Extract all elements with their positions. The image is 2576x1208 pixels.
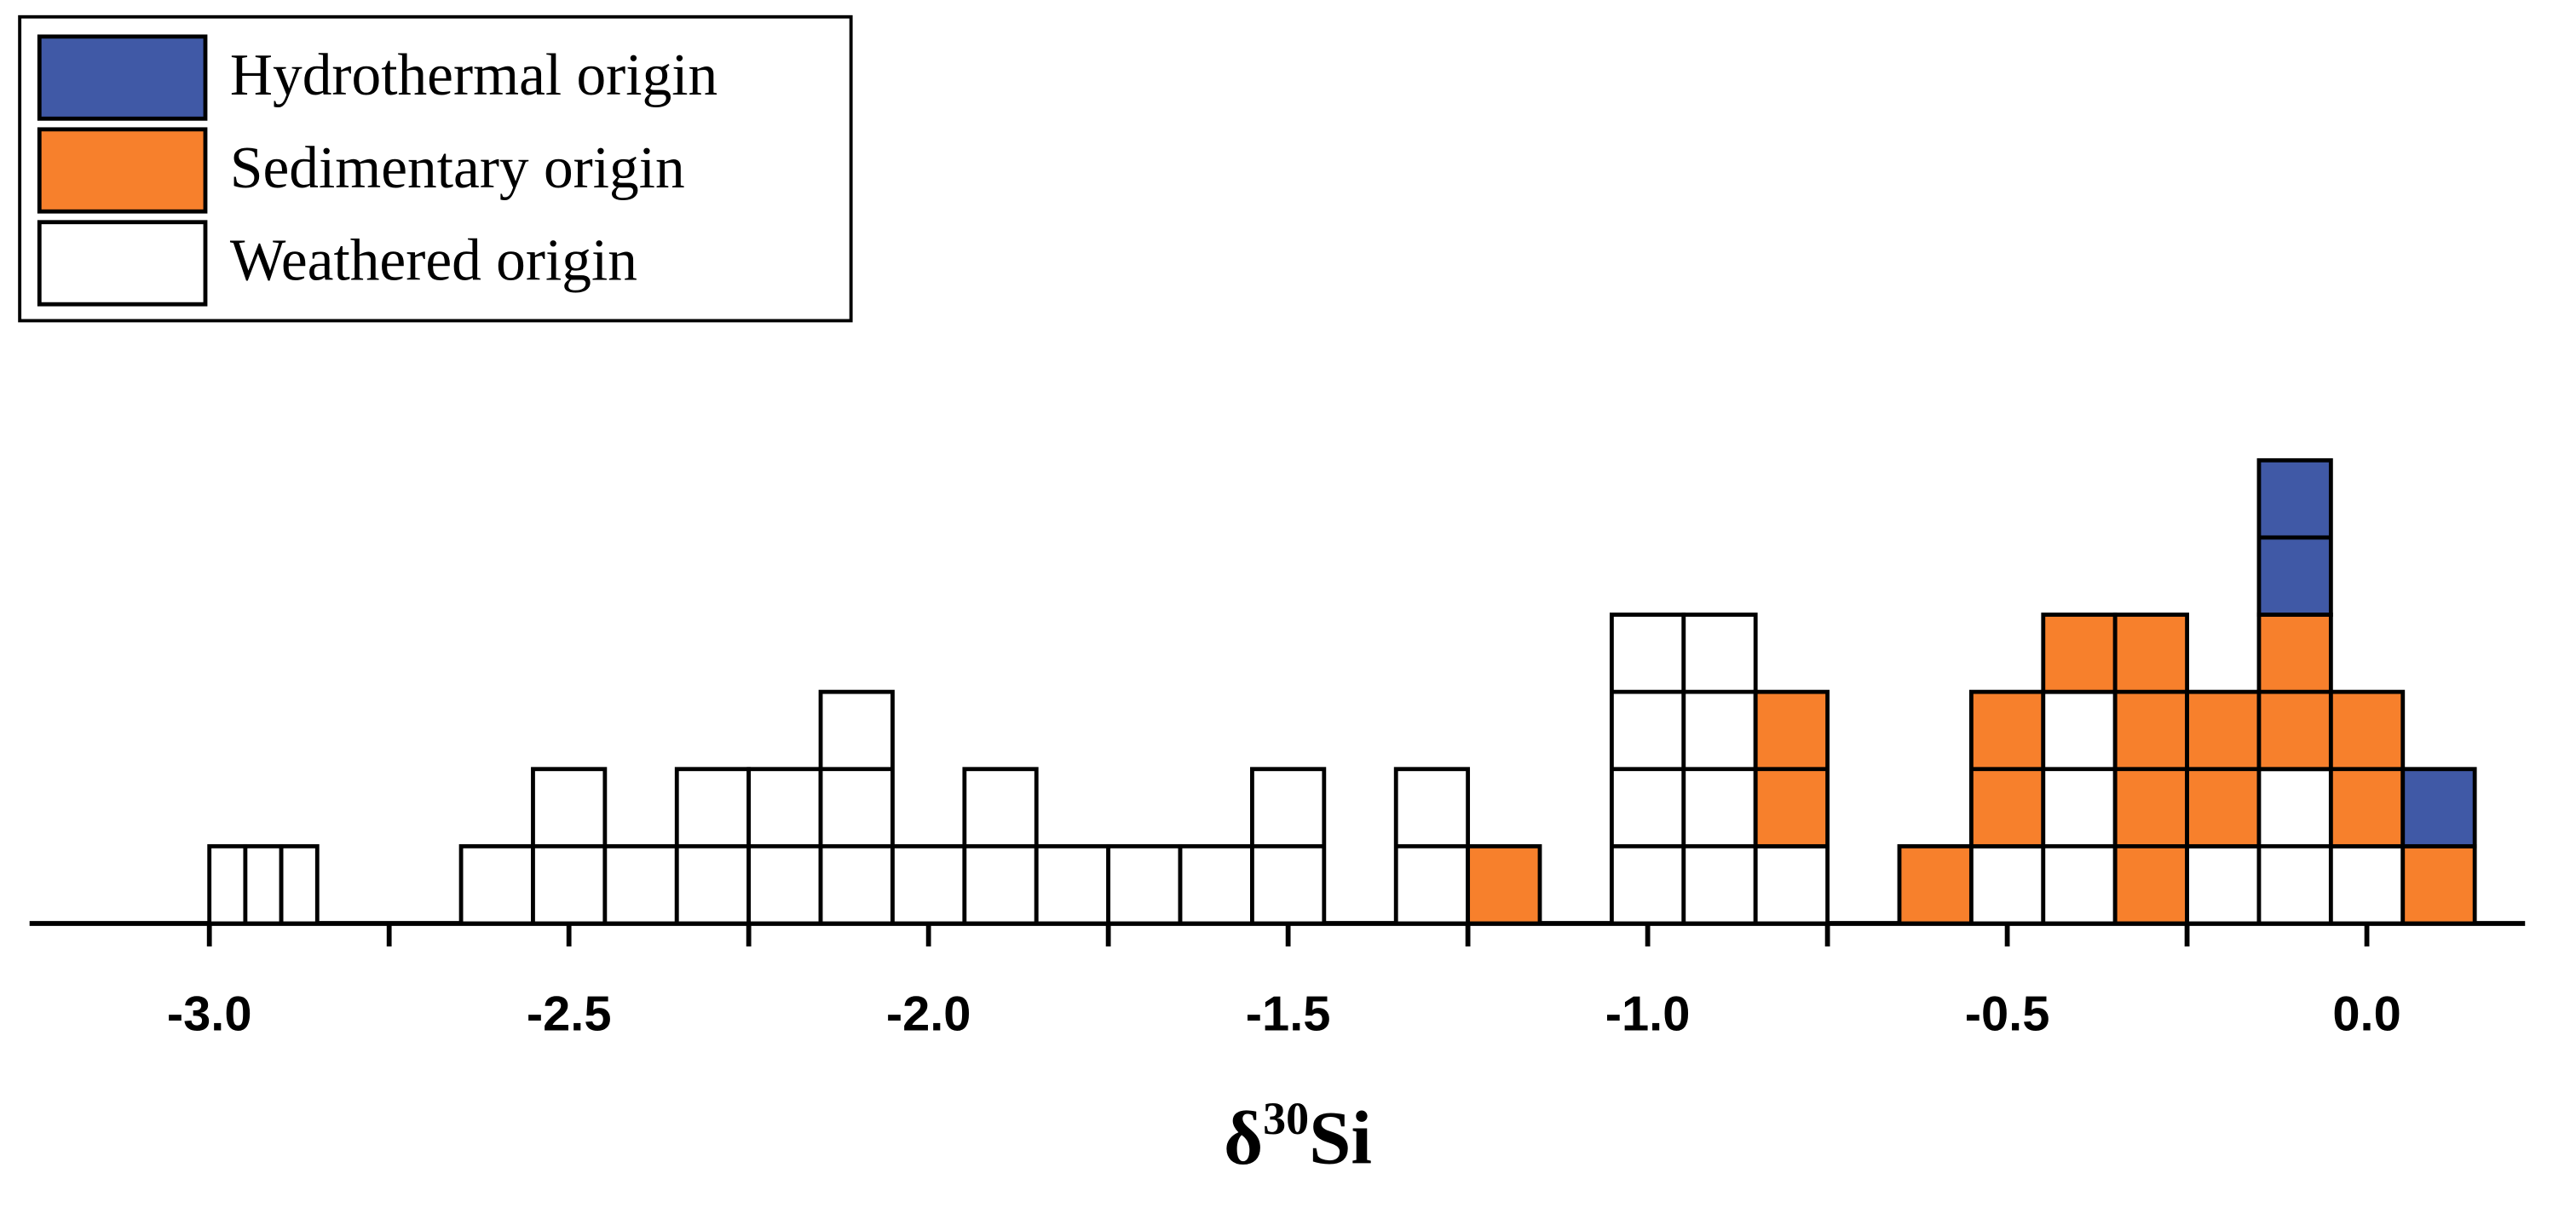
histogram-segment (2185, 843, 2262, 926)
histogram-segment (602, 843, 679, 926)
x-tick-label: -0.5 (1965, 987, 2050, 1041)
x-label-symbol: δ (1224, 1096, 1263, 1180)
x-label-element: Si (1309, 1096, 1372, 1180)
histogram-segment (458, 843, 535, 926)
legend-swatch (37, 127, 208, 214)
histogram-segment (2400, 843, 2477, 926)
x-tick-label: -3.0 (167, 987, 252, 1041)
histogram-segment (2328, 843, 2406, 926)
x-tick-label: -2.0 (886, 987, 971, 1041)
histogram-segment (1753, 843, 1830, 926)
legend-label: Sedimentary origin (230, 135, 685, 201)
x-tick-label: -1.0 (1605, 987, 1691, 1041)
legend-swatch (37, 220, 208, 307)
x-tick-label: 0.0 (2332, 987, 2400, 1041)
histogram-segment (1178, 843, 1254, 926)
x-tick-label: -1.5 (1246, 987, 1331, 1041)
histogram-segment (890, 843, 967, 926)
histogram-segment (207, 843, 248, 926)
histogram-segment (2400, 767, 2477, 848)
x-label-superscript: 30 (1263, 1093, 1309, 1144)
x-axis-label: δ30Si (1224, 1093, 1372, 1181)
x-tick-label: -2.5 (527, 987, 612, 1041)
histogram-segment (1106, 843, 1183, 926)
histogram-segment (279, 843, 320, 926)
histogram-segment (1034, 843, 1111, 926)
histogram-segment (2041, 613, 2118, 694)
histogram-segment (243, 843, 284, 926)
legend-label: Weathered origin (230, 228, 637, 294)
histogram-segment (818, 689, 895, 926)
histogram-segment (1466, 843, 1542, 926)
legend-swatch (37, 34, 208, 121)
legend-label: Hydrothermal origin (230, 43, 717, 108)
histogram-segment (1968, 843, 2046, 926)
histogram-segment (2041, 689, 2118, 926)
histogram-segment (1897, 843, 1974, 926)
